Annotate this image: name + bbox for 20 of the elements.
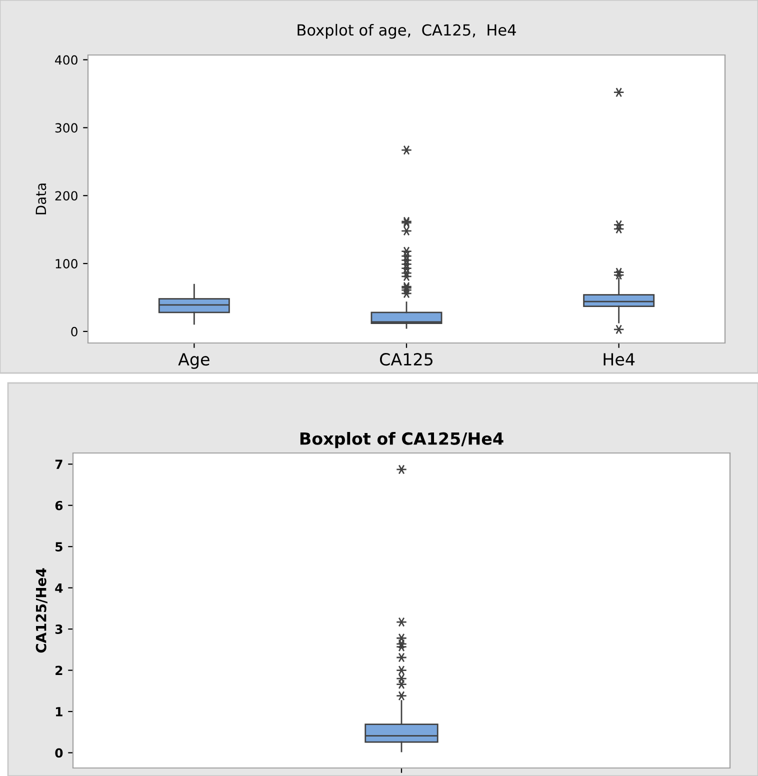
y-tick-label: 3 [55, 624, 62, 634]
y-tick-label: 200 [55, 191, 78, 201]
y-tick-label: 300 [55, 123, 78, 133]
y-tick-label: 100 [56, 259, 78, 268]
x-tick-label: Age [178, 353, 210, 369]
chart-title: Boxplot of CA125/He4 [300, 432, 504, 448]
x-tick-label: He4 [604, 353, 635, 366]
y-tick-label: 7 [55, 460, 62, 469]
y-tick-label: 1 [56, 707, 62, 716]
y-axis-title: Data [36, 184, 46, 214]
y-tick-label: 400 [55, 55, 78, 65]
y-tick-label: 4 [55, 583, 63, 593]
y-tick-label: 6 [55, 500, 63, 510]
chart-title: Boxplot of age, CA125, He4 [298, 24, 516, 39]
y-tick-label: 2 [56, 666, 62, 676]
y-tick-label: 5 [56, 542, 62, 552]
y-tick-label: 0 [55, 748, 63, 758]
y-axis-title: CA125/He4 [36, 568, 48, 653]
y-tick-label: 0 [71, 326, 78, 336]
x-tick-label: CA125 [380, 353, 432, 366]
